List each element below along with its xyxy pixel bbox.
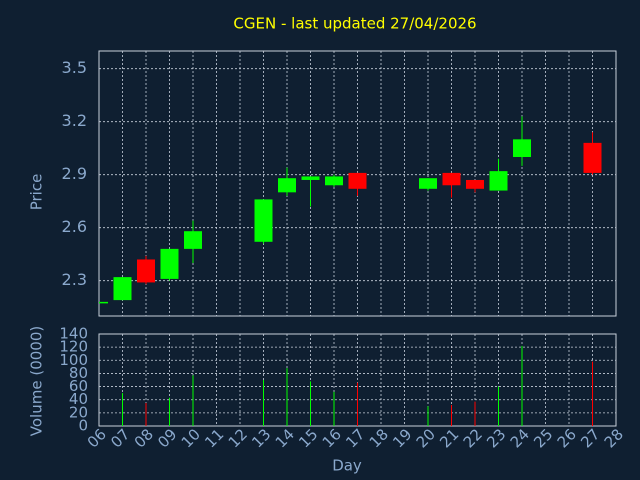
y-tick-label: 3.2 (62, 111, 87, 130)
x-tick-label: 09 (154, 425, 180, 451)
x-tick-label: 27 (577, 425, 603, 451)
candle-body (278, 178, 296, 193)
x-tick-label: 20 (413, 425, 439, 451)
volume-tick-label: 100 (59, 351, 88, 369)
volume-tick-label: 40 (69, 390, 88, 408)
x-tick-label: 24 (507, 425, 533, 451)
x-tick-label: 08 (131, 425, 157, 451)
candle-body (513, 139, 531, 157)
chart-title: CGEN - last updated 27/04/2026 (233, 15, 476, 33)
volume-tick-label: 60 (69, 377, 88, 395)
x-tick-label: 11 (201, 425, 227, 451)
candle-body (301, 176, 320, 180)
candle-body (583, 142, 602, 173)
x-tick-label: 15 (295, 425, 321, 451)
candle-body (442, 172, 461, 186)
x-tick-label: 13 (248, 425, 274, 451)
y-tick-label: 2.3 (62, 270, 87, 289)
x-tick-label: 23 (483, 425, 509, 451)
candle-body (184, 231, 202, 249)
candle-body (254, 199, 273, 242)
x-tick-label: 25 (530, 425, 556, 451)
x-axis-label: Day (332, 457, 362, 475)
x-tick-label: 28 (601, 425, 627, 451)
candle-body (466, 179, 484, 189)
candle-body (113, 277, 132, 301)
candle-body (160, 248, 179, 279)
y-tick-label: 3.5 (62, 58, 87, 77)
candle-body (489, 171, 508, 191)
y-tick-label: 2.9 (62, 164, 87, 183)
volume-tick-label: 80 (69, 364, 88, 382)
candle-body (99, 301, 108, 304)
candle-body (137, 259, 155, 283)
volume-tick-label: 0 (78, 417, 88, 435)
x-tick-label: 14 (272, 425, 298, 451)
x-tick-label: 26 (554, 425, 580, 451)
x-tick-label: 19 (389, 425, 415, 451)
x-tick-label: 17 (342, 425, 368, 451)
x-tick-label: 18 (366, 425, 392, 451)
x-tick-label: 07 (107, 425, 133, 451)
volume-tick-label: 20 (69, 403, 88, 421)
volume-axis-label: Volume (0000) (28, 326, 46, 436)
candle-body (419, 178, 437, 189)
y-tick-label: 2.6 (62, 217, 87, 236)
x-tick-label: 10 (178, 425, 204, 451)
x-tick-label: 21 (436, 425, 462, 451)
volume-tick-label: 120 (59, 338, 88, 356)
candle-body (348, 172, 367, 189)
y-axis-label: Price (28, 174, 46, 211)
x-tick-label: 16 (319, 425, 345, 451)
x-tick-label: 12 (225, 425, 251, 451)
volume-tick-label: 140 (59, 325, 88, 343)
candle-body (325, 176, 343, 186)
x-tick-label: 22 (460, 425, 486, 451)
